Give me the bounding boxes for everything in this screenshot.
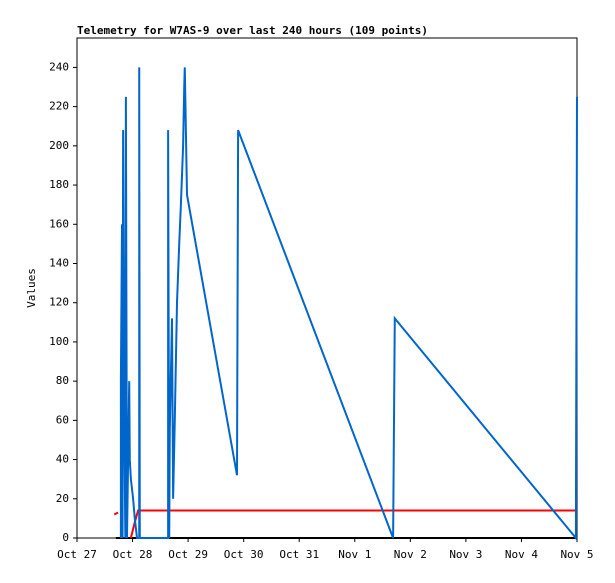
- y-tick-label: 120: [49, 296, 69, 309]
- y-tick-label: 180: [49, 178, 69, 191]
- y-tick-label: 0: [62, 531, 69, 544]
- y-tick-label: 20: [56, 492, 69, 505]
- y-tick-label: 240: [49, 60, 69, 73]
- y-tick-label: 60: [56, 413, 69, 426]
- y-tick-label: 100: [49, 335, 69, 348]
- y-tick-label: 160: [49, 217, 69, 230]
- series-line: [119, 67, 578, 541]
- y-tick-label: 220: [49, 100, 69, 113]
- x-tick-label: Nov 4: [505, 548, 538, 561]
- y-tick-label: 140: [49, 256, 69, 269]
- y-tick-label: 80: [56, 374, 69, 387]
- x-tick-label: Oct 27: [57, 548, 97, 561]
- x-tick-label: Nov 2: [394, 548, 427, 561]
- x-tick-label: Oct 30: [224, 548, 264, 561]
- y-tick-label: 200: [49, 139, 69, 152]
- y-tick-label: 40: [56, 453, 69, 466]
- x-tick-label: Oct 28: [113, 548, 153, 561]
- y-axis-label: Values: [25, 268, 38, 308]
- x-tick-label: Nov 1: [338, 548, 371, 561]
- x-tick-label: Oct 29: [168, 548, 208, 561]
- x-tick-label: Oct 31: [279, 548, 319, 561]
- x-tick-label: Nov 5: [560, 548, 593, 561]
- series-line: [113, 509, 577, 539]
- chart-title: Telemetry for W7AS-9 over last 240 hours…: [77, 24, 428, 37]
- x-tick-label: Nov 3: [449, 548, 482, 561]
